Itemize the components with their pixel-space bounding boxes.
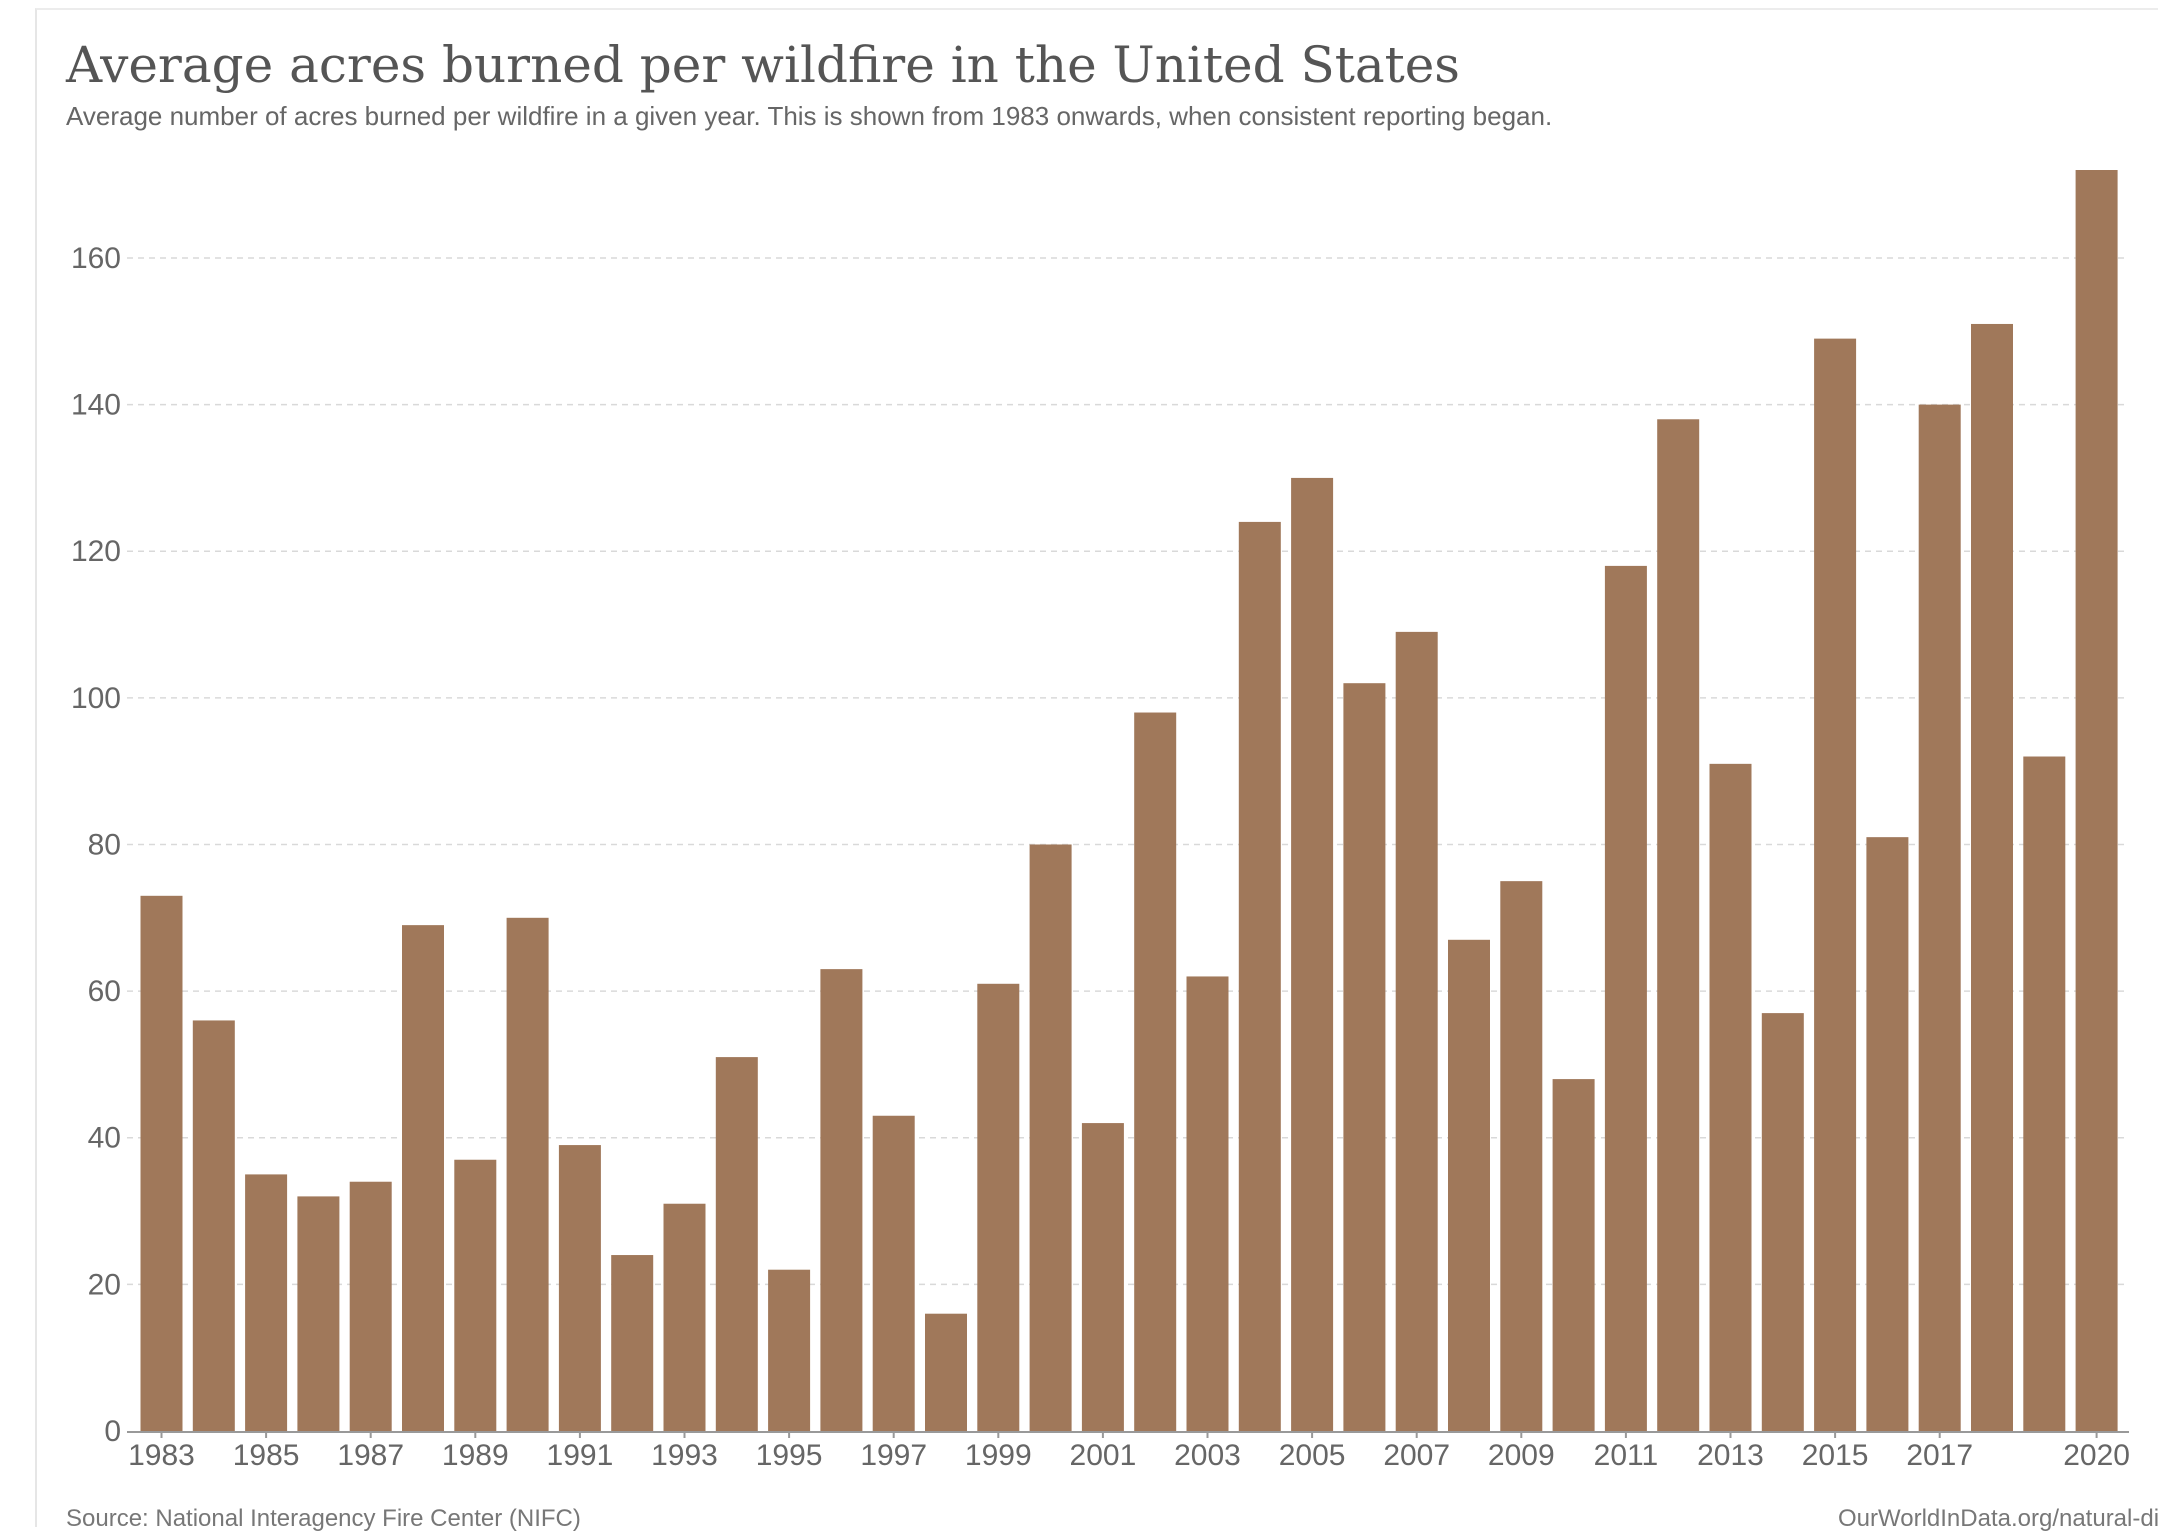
bar-2015[interactable] <box>1814 338 1857 1432</box>
bar-2017[interactable] <box>1918 404 1961 1432</box>
x-tick-label: 2015 <box>1802 1439 1869 1472</box>
x-tick-label: 1993 <box>651 1439 718 1472</box>
y-tick-label: 120 <box>71 535 121 568</box>
bar-1990[interactable] <box>506 917 549 1431</box>
x-tick-label: 1985 <box>233 1439 300 1472</box>
x-tick-label: 1987 <box>337 1439 404 1472</box>
y-axis: 0 20 40 60 80 100 120 140 160 <box>71 242 121 1448</box>
bar-1992[interactable] <box>611 1255 654 1431</box>
y-tick-label: 60 <box>88 975 121 1008</box>
y-tick-label: 40 <box>88 1122 121 1155</box>
bar-1994[interactable] <box>715 1057 758 1431</box>
bar-1984[interactable] <box>192 1020 235 1431</box>
bars <box>140 170 2118 1432</box>
bar-2001[interactable] <box>1081 1123 1124 1431</box>
bar-1997[interactable] <box>872 1115 915 1431</box>
bar-1993[interactable] <box>663 1203 706 1431</box>
x-tick-label: 2001 <box>1070 1439 1137 1472</box>
y-tick-label: 20 <box>88 1268 121 1301</box>
y-tick-label: 0 <box>104 1415 121 1448</box>
bar-1999[interactable] <box>977 983 1020 1431</box>
y-tick-label: 160 <box>71 242 121 275</box>
bar-2019[interactable] <box>2023 756 2066 1431</box>
bar-2016[interactable] <box>1866 837 1909 1431</box>
y-tick-label: 140 <box>71 389 121 422</box>
bar-1998[interactable] <box>925 1313 967 1431</box>
bar-2014[interactable] <box>1761 1013 1804 1431</box>
bar-1996[interactable] <box>820 969 863 1431</box>
x-tick-label: 2005 <box>1279 1439 1346 1472</box>
chart-title: Average acres burned per wildfire in the… <box>66 36 1460 94</box>
bar-2011[interactable] <box>1604 565 1647 1431</box>
bar-2012[interactable] <box>1657 419 1700 1431</box>
source-link[interactable]: OurWorldInData.org/natural-disasters <box>1838 1505 2158 1532</box>
chart-subtitle: Average number of acres burned per wildf… <box>66 101 1553 131</box>
x-tick-label: 1999 <box>965 1439 1032 1472</box>
bar-1985[interactable] <box>245 1174 288 1431</box>
x-tick-label: 2013 <box>1697 1439 1764 1472</box>
x-tick-label: 2007 <box>1383 1439 1450 1472</box>
x-tick-label: 1995 <box>756 1439 823 1472</box>
bar-2009[interactable] <box>1500 881 1543 1431</box>
bar-2020[interactable] <box>2075 170 2118 1431</box>
bar-2000[interactable] <box>1029 844 1072 1431</box>
bar-1988[interactable] <box>402 925 444 1431</box>
bar-2018[interactable] <box>1971 323 2013 1432</box>
x-tick-label: 2011 <box>1594 1439 1659 1472</box>
bar-2003[interactable] <box>1186 976 1229 1431</box>
x-tick-label: 1991 <box>547 1439 614 1472</box>
bar-2007[interactable] <box>1395 631 1438 1431</box>
x-tick-label: 2020 <box>2063 1439 2130 1472</box>
bar-2010[interactable] <box>1552 1079 1595 1431</box>
x-tick-label: 2009 <box>1488 1439 1555 1472</box>
x-tick-label: 1997 <box>860 1439 927 1472</box>
y-tick-label: 80 <box>88 828 121 861</box>
source-note: Source: National Interagency Fire Center… <box>66 1505 581 1532</box>
bar-1986[interactable] <box>297 1196 340 1431</box>
bar-1983[interactable] <box>140 895 183 1431</box>
bar-2005[interactable] <box>1291 477 1334 1432</box>
bar-2008[interactable] <box>1448 939 1490 1431</box>
bar-1991[interactable] <box>558 1145 601 1431</box>
bar-2004[interactable] <box>1238 521 1281 1431</box>
x-tick-label: 2003 <box>1174 1439 1241 1472</box>
bar-2006[interactable] <box>1343 683 1386 1431</box>
y-tick-label: 100 <box>71 682 121 715</box>
x-tick-label: 2017 <box>1906 1439 1973 1472</box>
bar-1995[interactable] <box>768 1269 811 1431</box>
bar-2002[interactable] <box>1134 712 1177 1431</box>
bar-1989[interactable] <box>454 1159 497 1431</box>
x-axis: 1983 1985 1987 1989 1991 1993 1995 1997 1999 2001… <box>127 1431 2130 1472</box>
bar-2013[interactable] <box>1709 763 1752 1431</box>
x-tick-label: 1989 <box>442 1439 509 1472</box>
x-tick-label: 1983 <box>128 1439 195 1472</box>
bar-1987[interactable] <box>349 1181 392 1431</box>
